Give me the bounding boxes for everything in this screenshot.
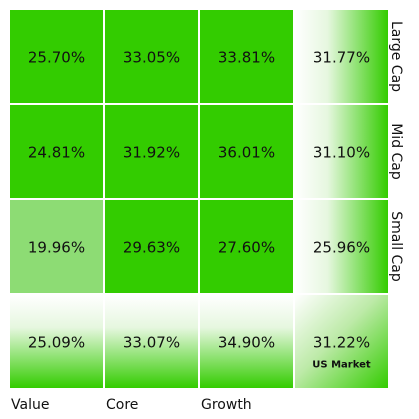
column-total-cell-value — [10, 295, 103, 388]
column-total-cell-growth — [200, 295, 293, 388]
cell-mid-cap-growth — [200, 105, 293, 198]
cell-value-label: 33.81% — [218, 49, 275, 67]
cell-value-label: 31.92% — [123, 144, 180, 162]
cell-large-cap-growth — [200, 10, 293, 103]
row-total-cell-large-cap — [295, 10, 388, 103]
cell-mid-cap-core — [105, 105, 198, 198]
column-label-value: Value — [11, 397, 49, 413]
row-total-cell-small-cap — [295, 200, 388, 293]
cell-value-label: 19.96% — [28, 239, 85, 257]
cell-value-label: 24.81% — [28, 144, 85, 162]
column-label-core: Core — [106, 397, 138, 413]
row-total-label: 25.96% — [313, 239, 370, 257]
row-label-mid-cap: Mid Cap — [388, 123, 404, 180]
cell-value-label: 33.05% — [123, 49, 180, 67]
cell-value-label: 36.01% — [218, 144, 275, 162]
column-label-growth: Growth — [201, 397, 252, 413]
row-total-cell-mid-cap — [295, 105, 388, 198]
cell-value-label: 25.70% — [28, 49, 85, 67]
column-total-cell-core — [105, 295, 198, 388]
column-total-label: 34.90% — [218, 334, 275, 352]
cell-value-label: 27.60% — [218, 239, 275, 257]
row-total-label: 31.77% — [313, 49, 370, 67]
cell-small-cap-core — [105, 200, 198, 293]
cell-small-cap-growth — [200, 200, 293, 293]
cell-mid-cap-value — [10, 105, 103, 198]
overall-total-cell — [295, 295, 388, 388]
cell-small-cap-value — [10, 200, 103, 293]
row-label-small-cap: Small Cap — [388, 211, 404, 282]
overall-total-caption: US Market — [312, 360, 371, 371]
cell-large-cap-core — [105, 10, 198, 103]
cell-large-cap-value — [10, 10, 103, 103]
row-total-label: 31.10% — [313, 144, 370, 162]
column-total-label: 33.07% — [123, 334, 180, 352]
overall-total-value: 31.22% — [313, 334, 370, 352]
column-total-label: 25.09% — [28, 334, 85, 352]
cell-value-label: 29.63% — [123, 239, 180, 257]
row-label-large-cap: Large Cap — [388, 21, 404, 92]
